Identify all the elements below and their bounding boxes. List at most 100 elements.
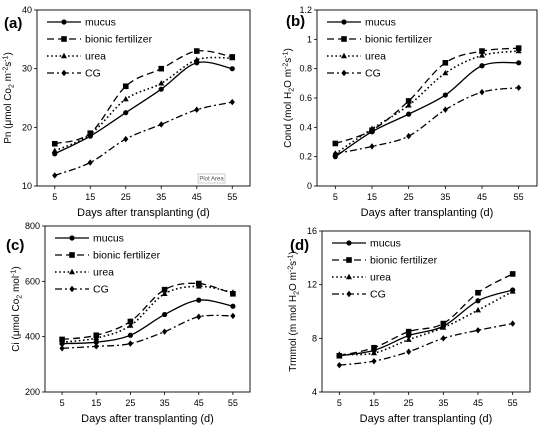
x-tick-label: 35 [160,398,170,408]
y-axis-label-part: 2 [9,84,16,88]
legend-label: CG [370,289,386,301]
panel-letter: (c) [6,237,24,254]
data-point [406,348,412,355]
data-point [127,322,134,328]
series-line [335,47,519,145]
legend-marker [341,19,347,25]
x-tick-label: 45 [194,398,204,408]
y-tick-label: 16 [307,226,317,236]
series-cg [52,98,235,179]
x-tick-label: 45 [473,398,483,408]
x-tick-label: 45 [477,192,487,202]
legend-label: bionic fertilizer [365,34,433,46]
series-line [54,50,233,145]
data-point [123,110,129,116]
series-mucus [52,60,235,157]
data-point [230,303,236,309]
y-axis-label-part: -2 [288,266,295,272]
data-point [123,135,129,143]
y-axis-label-part: 2 [17,295,24,299]
data-point [229,66,235,72]
series-mucus [332,60,522,160]
data-point [158,86,164,92]
data-point [442,60,449,66]
data-point [158,80,165,86]
data-point [371,344,377,351]
panel-letter: (b) [286,13,305,30]
legend: mucus bionic fertilizer urea CG [47,17,153,80]
data-point [405,98,412,104]
data-point [479,48,485,54]
data-point [440,320,447,327]
legend-marker [341,69,347,77]
y-tick-label: 1.2 [299,5,312,15]
plot-area-tooltip [197,173,226,184]
legend-label: urea [370,272,391,284]
legend-label: CG [365,68,381,80]
data-point [51,147,58,153]
x-tick-label: 15 [367,192,377,202]
y-tick-label: 10 [22,181,32,191]
data-point [93,334,100,341]
legend: mucus bionic fertilizer urea CG [332,238,438,301]
series-line [62,299,234,345]
series-line [62,314,233,349]
x-tick-label: 35 [438,398,448,408]
y-axis-label-part: ) [283,48,294,51]
x-tick-label: 5 [333,192,338,202]
data-point [509,271,516,277]
series-urea [336,288,516,357]
y-axis-label-part: -1 [3,55,10,61]
data-point [371,357,377,365]
series-line [54,101,233,177]
data-point [479,88,485,96]
y-axis-label: Pn (μmol Co2 m-2s-1) [3,52,16,144]
legend-marker [346,240,352,246]
y-axis-label-part: Pn (μmol Co [3,88,14,144]
legend-label: urea [93,267,114,279]
chart-panel-4: 4 8 12 16 5 15 25 35 45 55 Days after transplantin… [288,226,531,425]
data-point [158,65,165,72]
series-line [339,273,513,357]
legend-marker [69,235,75,241]
y-tick-label: 0.4 [299,122,312,132]
y-axis-label-part: ) [11,266,22,269]
x-tick-label: 35 [440,192,450,202]
data-point [332,150,338,157]
data-point [93,339,99,345]
y-tick-label: 400 [25,332,40,342]
x-tick-label: 5 [337,398,342,408]
legend-label: bionic fertilizer [370,255,438,267]
x-tick-label: 55 [227,192,237,202]
x-tick-label: 35 [156,192,166,202]
data-point [479,63,485,69]
data-point [371,349,377,356]
data-point [475,289,481,296]
data-point [440,324,447,330]
data-point [479,52,485,58]
plot-frame [36,9,251,187]
x-tick-label: 15 [91,398,101,408]
y-tick-label: 0 [307,181,312,191]
series-line [334,61,519,158]
y-tick-label: 200 [25,387,40,397]
data-point [193,56,200,63]
legend-label: mucus [93,233,124,245]
y-tick-label: 20 [22,122,32,132]
y-tick-label: 600 [25,276,40,286]
data-point [336,361,342,369]
y-axis-label-part: m [3,73,14,84]
data-point [194,106,200,113]
legend-marker [61,19,67,25]
legend-label: urea [85,51,106,63]
series-line [339,289,513,357]
data-point [87,131,94,137]
legend-label: CG [93,284,109,296]
y-tick-label: 8 [312,333,317,343]
x-tick-label: 5 [52,192,57,202]
data-point [475,327,481,334]
data-point [93,343,99,350]
y-axis-label-part: mol [11,276,22,295]
y-axis-label-part: O m [283,69,294,88]
series-mucus [59,297,236,347]
